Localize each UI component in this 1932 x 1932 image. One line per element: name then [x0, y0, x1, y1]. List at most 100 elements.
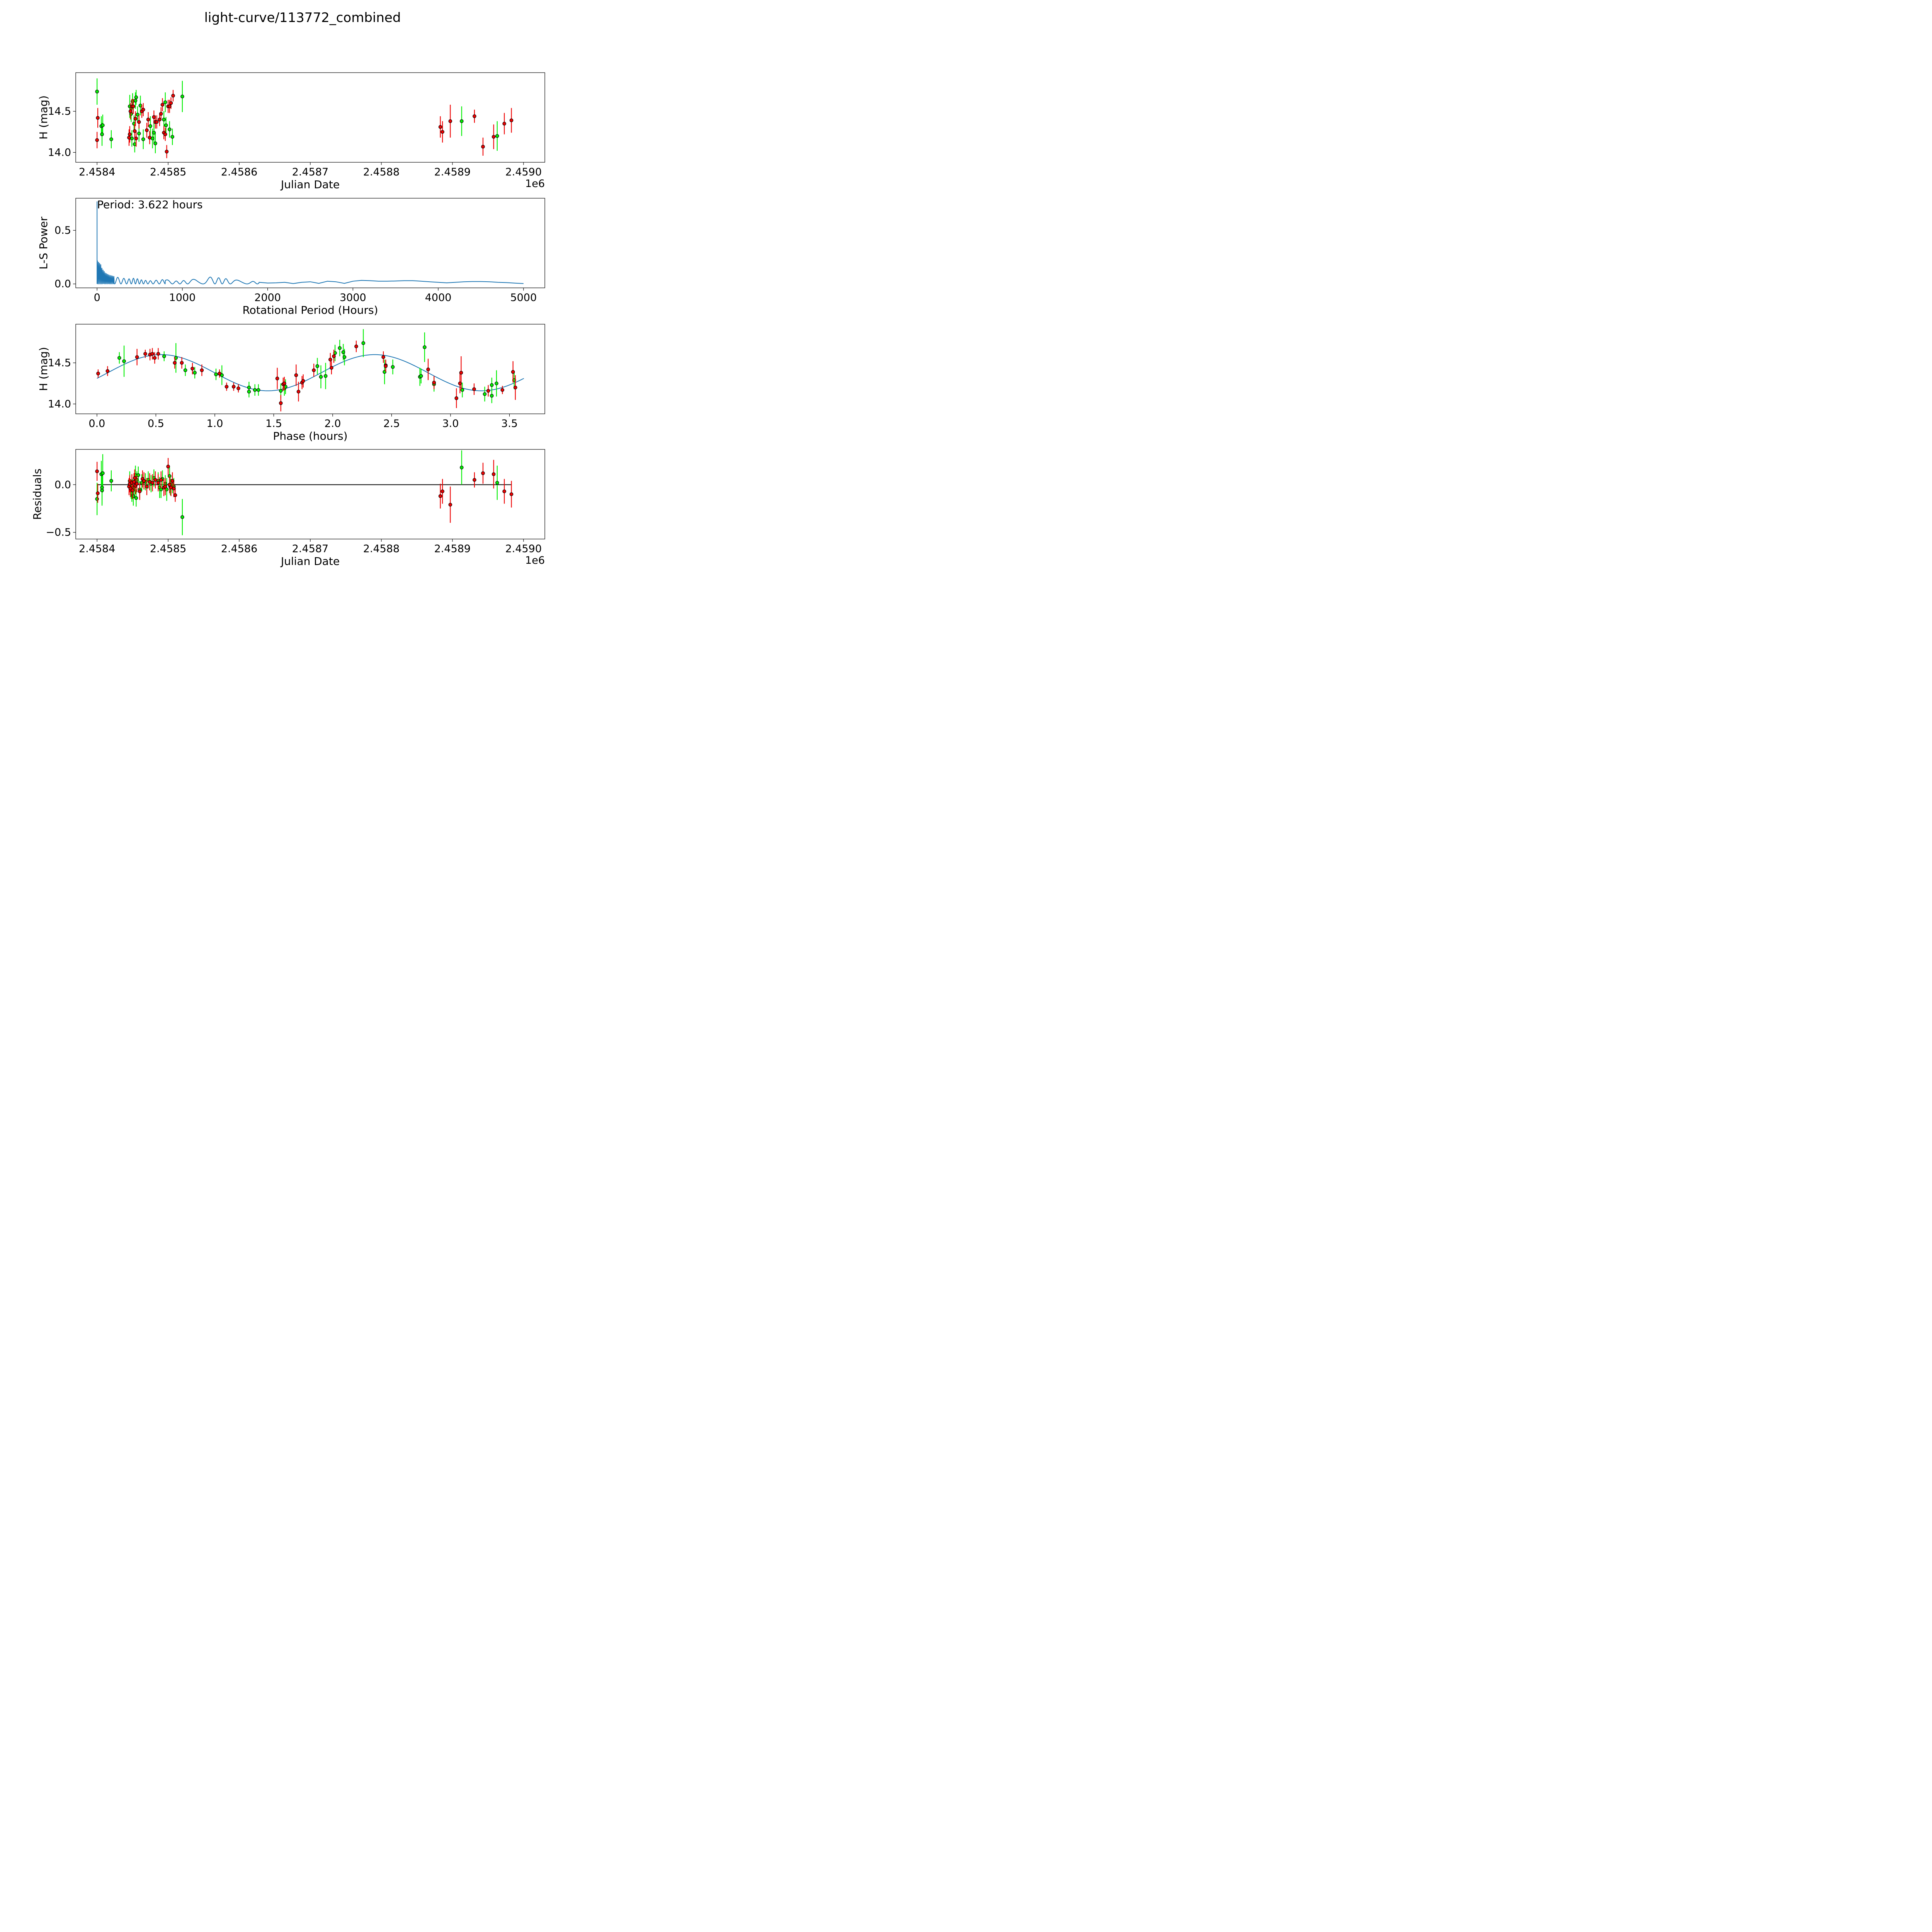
phased-point [459, 371, 463, 375]
lightcurve-xlabel: Julian Date [280, 178, 340, 191]
residuals-point [170, 479, 174, 483]
residuals-point [180, 515, 184, 519]
figure-background [0, 0, 596, 596]
lightcurve-xtick-label: 2.4586 [221, 166, 257, 178]
lightcurve-point [100, 132, 104, 136]
phased-point [490, 394, 494, 398]
residuals-point [96, 491, 100, 495]
residuals-point [492, 472, 496, 476]
residuals-point [131, 488, 134, 492]
phased-ytick-label: 14.5 [48, 357, 71, 369]
periodogram-ytick-label: 0.0 [54, 278, 71, 290]
periodogram-data [97, 201, 524, 284]
lightcurve-point [481, 145, 485, 149]
phased-point [105, 369, 110, 373]
residuals-point [109, 479, 113, 483]
phased-point [143, 352, 147, 356]
residuals-xtick-label: 2.4585 [150, 543, 186, 555]
residuals-point [132, 480, 136, 484]
lightcurve-point [169, 101, 173, 105]
lightcurve-xtick-label: 2.4587 [292, 166, 328, 178]
lightcurve-point [171, 94, 175, 98]
phased-point [193, 371, 197, 375]
lightcurve-point [128, 132, 132, 136]
phased-point [432, 381, 436, 384]
phased-point [153, 356, 157, 360]
lightcurve-point [137, 131, 141, 136]
residuals-point [448, 503, 452, 507]
phased-point [330, 366, 333, 370]
phased-point [96, 371, 100, 376]
lightcurve-point [95, 138, 99, 142]
lightcurve-point [148, 136, 152, 139]
lightcurve-point [133, 99, 138, 103]
phased-point [183, 368, 187, 372]
lightcurve-point [131, 104, 135, 109]
phased-point [458, 381, 462, 386]
residuals-point [167, 483, 172, 487]
periodogram-line [97, 260, 524, 284]
phased-point [135, 355, 139, 359]
residuals-point [495, 481, 499, 485]
residuals-point [159, 478, 163, 482]
phased-point [419, 374, 423, 378]
residuals-point [156, 481, 160, 485]
phased-point [301, 379, 305, 383]
phased-point [381, 355, 385, 359]
lightcurve-ytick-label: 14.5 [48, 105, 71, 117]
figure-canvas: light-curve/113772_combined 2.4584 2.4585… [0, 0, 596, 596]
phased-point [361, 341, 366, 345]
periodogram-ytick-label: 0.5 [54, 224, 71, 236]
residuals-ytick-label: −0.5 [46, 527, 71, 539]
phased-point [328, 357, 332, 362]
lightcurve-point [502, 122, 506, 126]
phased-point [513, 386, 517, 389]
lightcurve-point [153, 141, 157, 145]
phased-xtick-label: 2.0 [324, 418, 341, 430]
phased-series-g [117, 329, 516, 403]
phased-point [224, 384, 229, 389]
phased-xlabel: Phase (hours) [273, 430, 347, 442]
residuals-xtick-label: 2.4588 [363, 543, 400, 555]
lightcurve-point [448, 119, 452, 123]
phased-ytick-label: 14.0 [48, 398, 71, 410]
subplot-panels: 2.4584 2.4585 2.4586 2.4587 2.4588 2.4589 2.45… [31, 72, 545, 568]
phased-point [323, 374, 328, 378]
phased-point [315, 364, 320, 368]
residuals-point [95, 497, 99, 501]
lightcurve-point [152, 115, 156, 119]
residuals-point [473, 478, 476, 482]
lightcurve-point [170, 135, 174, 139]
periodogram-xtick-label: 1000 [169, 292, 196, 304]
lightcurve-point [141, 137, 145, 141]
residuals-point [481, 471, 485, 475]
lightcurve-point [160, 103, 165, 107]
phased-point [472, 387, 476, 391]
lightcurve-point [134, 95, 138, 99]
residuals-point [101, 471, 105, 475]
phased-xtick-label: 3.0 [442, 418, 459, 430]
lightcurve-point [438, 125, 442, 129]
lightcurve-xtick-label: 2.4590 [505, 166, 542, 178]
phased-xtick-label: 0.0 [88, 418, 105, 430]
phased-xtick-label: 2.5 [383, 418, 400, 430]
lightcurve-point [473, 114, 476, 118]
phased-point [500, 388, 504, 392]
lightcurve-data [95, 78, 514, 158]
phased-point [275, 376, 279, 381]
lightcurve-point [133, 117, 138, 121]
phased-xtick-label: 1.0 [206, 418, 223, 430]
figure-title: light-curve/113772_combined [204, 10, 401, 26]
lightcurve-xtick-label: 2.4584 [79, 166, 115, 178]
residuals-xtick-label: 2.4589 [434, 543, 471, 555]
phased-point [247, 386, 251, 389]
lightcurve-point [495, 134, 499, 138]
phased-point [341, 350, 345, 354]
periodogram-xtick-label: 0 [94, 292, 100, 304]
lightcurve-point [163, 132, 167, 136]
phased-point [279, 401, 283, 405]
residuals-point [163, 485, 167, 489]
phased-point [150, 352, 155, 356]
lightcurve-point [164, 123, 168, 128]
lightcurve-ylabel: H (mag) [37, 95, 50, 139]
